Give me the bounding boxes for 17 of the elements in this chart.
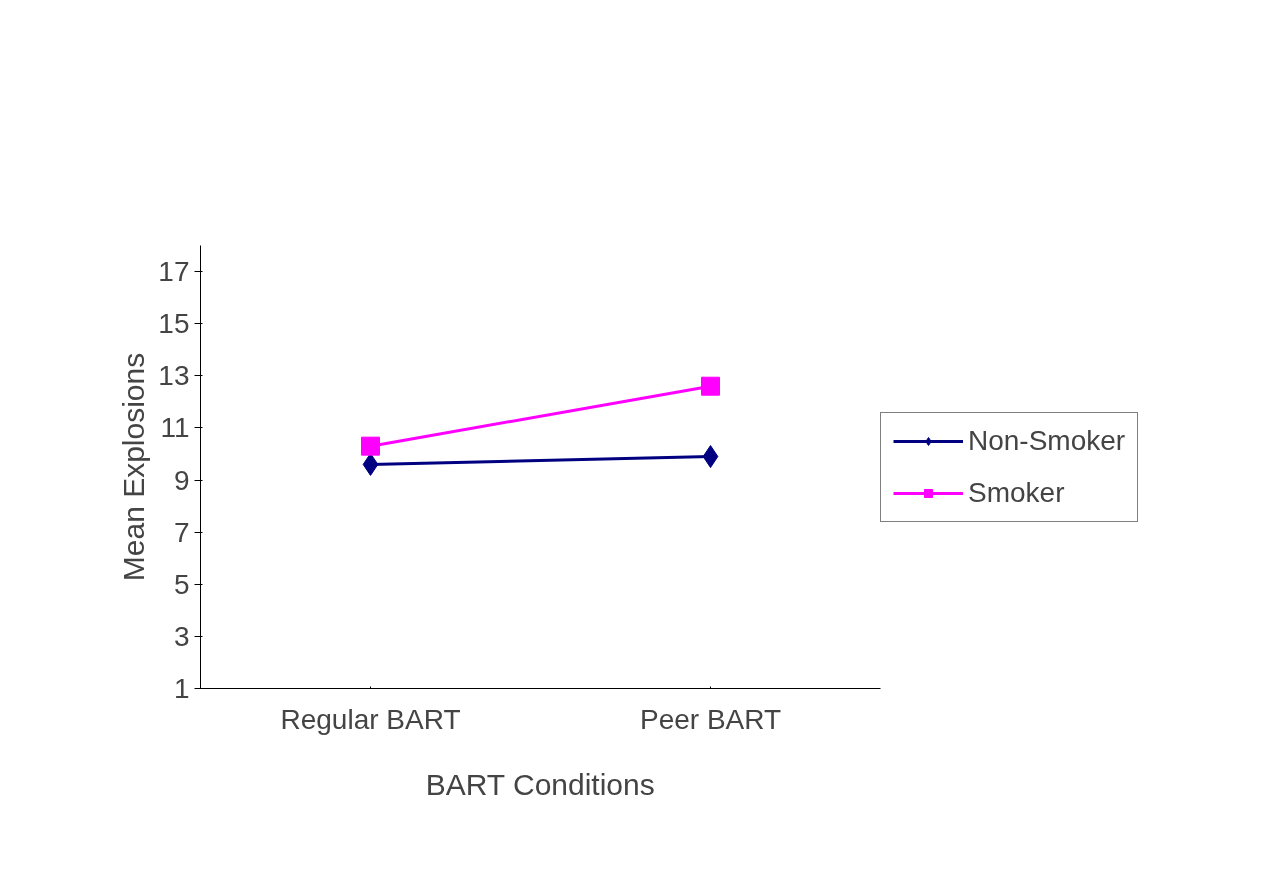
point xyxy=(361,436,380,456)
point xyxy=(701,376,720,396)
y-tick-label: 9 xyxy=(173,464,190,496)
y-tick-label: 1 xyxy=(173,673,190,704)
y-tick-label: 17 xyxy=(158,256,190,288)
y-tick-label: 5 xyxy=(173,568,190,600)
y-tick-label: 3 xyxy=(173,620,190,652)
y-tick-label: 13 xyxy=(158,360,190,392)
y-tick-label: 15 xyxy=(158,308,190,340)
y-tick-label: 7 xyxy=(173,516,190,548)
y-tick-label: 11 xyxy=(160,412,190,444)
x-tick-label: Regular BART xyxy=(280,703,461,735)
x-tick-label: Peer BART xyxy=(639,703,782,735)
x-axis-title: BART Conditions xyxy=(425,767,655,801)
legend-label: Smoker xyxy=(968,476,1065,509)
y-axis-title: Mean Explosions xyxy=(117,352,151,582)
legend-label: Non-Smoker xyxy=(968,424,1126,457)
